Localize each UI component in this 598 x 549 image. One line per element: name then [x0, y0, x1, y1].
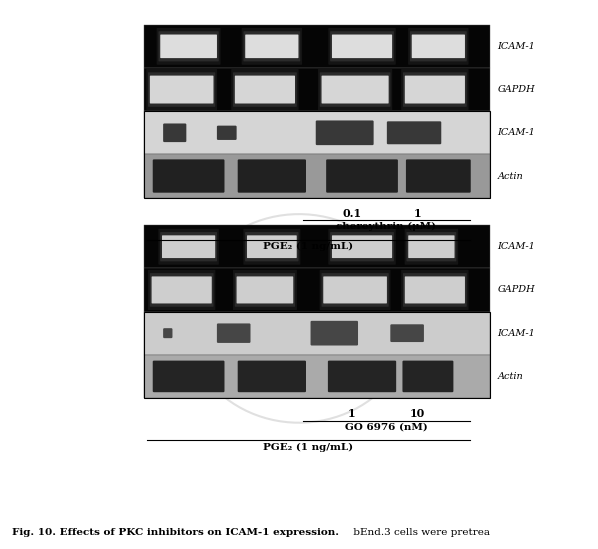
FancyBboxPatch shape [238, 361, 306, 392]
FancyBboxPatch shape [410, 31, 466, 61]
FancyBboxPatch shape [147, 69, 217, 110]
FancyBboxPatch shape [405, 229, 458, 265]
FancyBboxPatch shape [328, 229, 396, 265]
FancyBboxPatch shape [152, 159, 224, 193]
Text: 1: 1 [414, 208, 422, 219]
FancyBboxPatch shape [235, 76, 295, 104]
FancyBboxPatch shape [411, 35, 465, 58]
FancyBboxPatch shape [322, 76, 389, 104]
Text: 대: 대 [365, 353, 377, 372]
Text: bEnd.3 cells were pretrea: bEnd.3 cells were pretrea [350, 528, 490, 537]
FancyBboxPatch shape [402, 361, 453, 392]
Text: PGE₂ (1 ng/mL): PGE₂ (1 ng/mL) [263, 442, 353, 452]
Text: 0.1: 0.1 [342, 208, 361, 219]
Text: ICAM-1: ICAM-1 [498, 242, 535, 251]
Text: GO 6976 (nM): GO 6976 (nM) [345, 423, 428, 432]
FancyBboxPatch shape [148, 270, 215, 310]
Bar [144, 111, 490, 198]
FancyBboxPatch shape [231, 69, 298, 110]
FancyBboxPatch shape [245, 232, 298, 261]
Text: PGE₂ (1 ng/mL): PGE₂ (1 ng/mL) [263, 242, 353, 251]
FancyBboxPatch shape [160, 232, 217, 261]
Bar [144, 312, 490, 355]
Bar [144, 312, 490, 398]
FancyBboxPatch shape [243, 31, 300, 61]
FancyBboxPatch shape [217, 126, 237, 140]
Text: 주: 주 [245, 375, 257, 394]
FancyBboxPatch shape [401, 270, 468, 310]
Bar [144, 355, 490, 398]
FancyBboxPatch shape [152, 361, 224, 392]
FancyBboxPatch shape [401, 69, 468, 110]
FancyBboxPatch shape [163, 124, 187, 142]
FancyBboxPatch shape [322, 273, 389, 307]
FancyBboxPatch shape [237, 276, 293, 304]
FancyBboxPatch shape [316, 120, 374, 145]
FancyBboxPatch shape [233, 270, 297, 310]
Text: ICAM-1: ICAM-1 [498, 329, 535, 338]
FancyBboxPatch shape [408, 28, 468, 65]
FancyBboxPatch shape [150, 273, 213, 307]
FancyBboxPatch shape [405, 276, 465, 304]
Text: ICAM-1: ICAM-1 [498, 128, 535, 137]
FancyBboxPatch shape [157, 28, 221, 65]
FancyBboxPatch shape [407, 232, 456, 261]
FancyBboxPatch shape [318, 69, 392, 110]
FancyBboxPatch shape [406, 159, 471, 193]
Text: 1: 1 [348, 408, 355, 419]
FancyBboxPatch shape [387, 121, 441, 144]
Text: GAPDH: GAPDH [498, 85, 535, 94]
FancyBboxPatch shape [162, 236, 215, 258]
FancyBboxPatch shape [408, 236, 454, 258]
Bar [144, 225, 490, 268]
FancyBboxPatch shape [235, 273, 295, 307]
Bar [144, 25, 490, 68]
Text: 아: 아 [287, 288, 311, 327]
Bar [144, 68, 490, 111]
FancyBboxPatch shape [328, 28, 396, 65]
FancyBboxPatch shape [403, 273, 466, 307]
FancyBboxPatch shape [148, 72, 215, 107]
FancyBboxPatch shape [332, 35, 392, 58]
Text: Actin: Actin [498, 372, 523, 381]
Bar [144, 154, 490, 198]
FancyBboxPatch shape [160, 35, 217, 58]
Text: Actin: Actin [498, 171, 523, 181]
FancyBboxPatch shape [158, 229, 219, 265]
FancyBboxPatch shape [332, 236, 392, 258]
FancyBboxPatch shape [247, 236, 297, 258]
FancyBboxPatch shape [390, 324, 424, 342]
FancyBboxPatch shape [158, 31, 219, 61]
FancyBboxPatch shape [310, 321, 358, 345]
FancyBboxPatch shape [243, 229, 300, 265]
FancyBboxPatch shape [403, 72, 466, 107]
Text: Fig. 10. Effects of PKC inhibitors on ICAM-1 expression.: Fig. 10. Effects of PKC inhibitors on IC… [12, 528, 339, 537]
FancyBboxPatch shape [150, 76, 213, 104]
FancyBboxPatch shape [163, 328, 172, 338]
FancyBboxPatch shape [245, 35, 298, 58]
Text: ICAM-1: ICAM-1 [498, 42, 535, 51]
FancyBboxPatch shape [151, 276, 212, 304]
FancyBboxPatch shape [326, 159, 398, 193]
FancyBboxPatch shape [330, 31, 394, 61]
FancyBboxPatch shape [320, 270, 390, 310]
Text: chereythrin (μM): chereythrin (μM) [336, 222, 437, 232]
FancyBboxPatch shape [328, 361, 396, 392]
FancyBboxPatch shape [324, 276, 387, 304]
FancyBboxPatch shape [238, 159, 306, 193]
FancyBboxPatch shape [330, 232, 394, 261]
Text: 10: 10 [410, 408, 425, 419]
FancyBboxPatch shape [320, 72, 390, 107]
Text: GAPDH: GAPDH [498, 285, 535, 294]
FancyBboxPatch shape [242, 28, 302, 65]
Bar [144, 111, 490, 154]
FancyBboxPatch shape [217, 323, 251, 343]
FancyBboxPatch shape [233, 72, 297, 107]
Bar [144, 268, 490, 312]
FancyBboxPatch shape [405, 76, 465, 104]
